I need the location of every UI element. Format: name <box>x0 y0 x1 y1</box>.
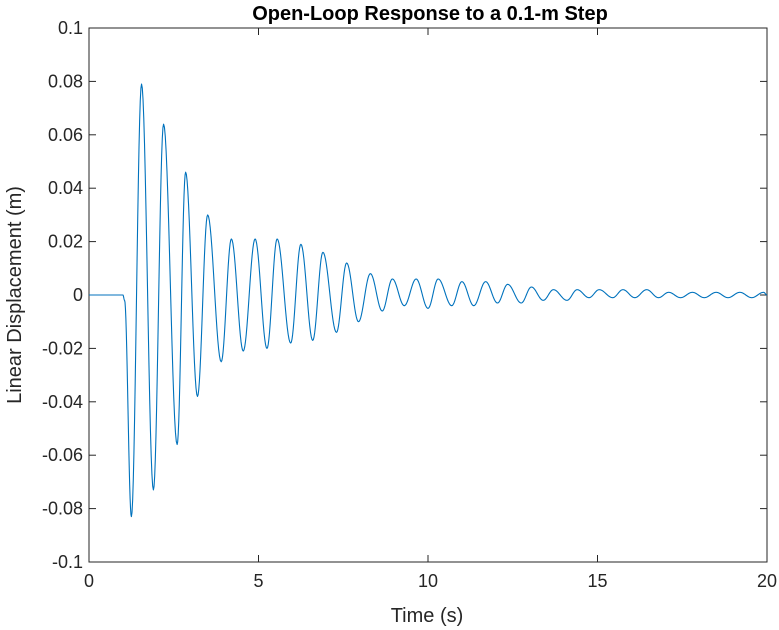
y-tick-label: -0.06 <box>42 445 83 465</box>
y-tick-label: 0 <box>73 285 83 305</box>
x-axis-label: Time (s) <box>391 605 464 627</box>
y-tick-label: -0.04 <box>42 392 83 412</box>
y-axis-label: Linear Displacement (m) <box>4 186 26 404</box>
chart-title: Open-Loop Response to a 0.1-m Step <box>252 3 608 25</box>
x-tick-label: 20 <box>757 571 777 591</box>
y-tick-label: 0.1 <box>58 18 83 38</box>
x-tick-label: 15 <box>587 571 607 591</box>
y-tick-label: 0.02 <box>48 232 83 252</box>
y-tick-label: -0.08 <box>42 499 83 519</box>
x-tick-label: 10 <box>418 571 438 591</box>
y-tick-label: -0.1 <box>52 552 83 572</box>
y-tick-label: 0.08 <box>48 71 83 91</box>
x-tick-label: 5 <box>253 571 263 591</box>
y-tick-label: 0.06 <box>48 125 83 145</box>
plot-area: 0 5 10 15 20 -0.1 -0.08 -0.06 -0.04 -0.02 0 0.02 0.0… <box>42 18 777 591</box>
y-tick-label: 0.04 <box>48 178 83 198</box>
x-tick-label: 0 <box>84 571 94 591</box>
y-tick-label: -0.02 <box>42 338 83 358</box>
series-line <box>89 83 768 518</box>
